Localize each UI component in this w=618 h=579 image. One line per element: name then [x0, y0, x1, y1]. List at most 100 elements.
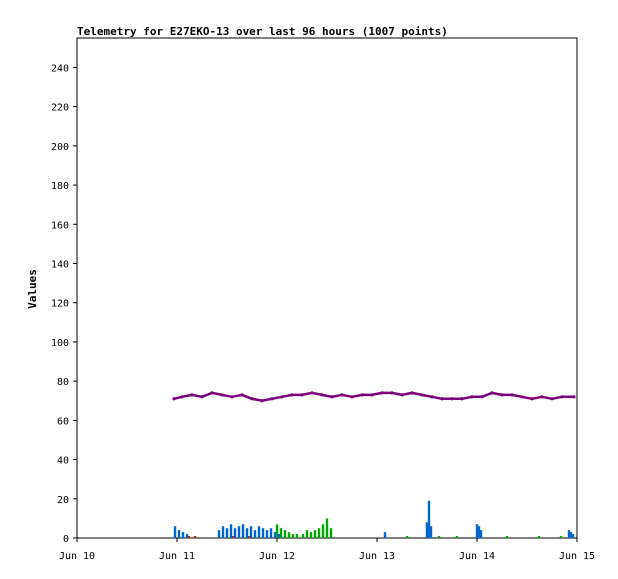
- data-point: [320, 393, 324, 397]
- y-tick-label: 0: [63, 534, 69, 545]
- data-spike: [249, 526, 253, 538]
- data-point: [300, 393, 304, 397]
- data-spike: [329, 528, 333, 538]
- y-tick-label: 120: [51, 299, 69, 310]
- data-spike: [321, 524, 325, 538]
- series-layer: [172, 391, 576, 538]
- data-spike: [479, 530, 483, 538]
- data-spike: [505, 536, 509, 538]
- data-spike: [537, 536, 541, 538]
- data-point: [572, 395, 576, 399]
- x-tick-label: Jun 14: [459, 551, 495, 562]
- x-tick-label: Jun 12: [259, 551, 295, 562]
- data-spike: [291, 534, 295, 538]
- y-tick-label: 160: [51, 220, 69, 231]
- data-spike: [429, 526, 433, 538]
- x-tick-label: Jun 15: [559, 551, 595, 562]
- y-tick-label: 200: [51, 142, 69, 153]
- data-point: [550, 397, 554, 401]
- data-spike: [221, 526, 225, 538]
- data-spike: [231, 536, 235, 538]
- data-spike: [301, 534, 305, 538]
- data-spike: [187, 536, 191, 538]
- data-spike: [181, 532, 185, 538]
- data-spike: [571, 534, 575, 538]
- plot-area: [76, 37, 578, 539]
- y-axis-label: Values: [26, 269, 39, 309]
- data-spike: [437, 536, 441, 538]
- data-point: [350, 395, 354, 399]
- x-tick-label: Jun 13: [359, 551, 395, 562]
- data-spike: [405, 536, 409, 538]
- data-spike: [313, 530, 317, 538]
- data-spike: [283, 530, 287, 538]
- data-spike: [229, 524, 233, 538]
- data-point: [240, 393, 244, 397]
- data-point: [470, 395, 474, 399]
- data-point: [420, 393, 424, 397]
- data-point: [220, 393, 224, 397]
- data-point: [280, 395, 284, 399]
- data-point: [490, 391, 494, 395]
- data-spike: [233, 528, 237, 538]
- data-point: [380, 391, 384, 395]
- y-axis: 0 20 40 60 80 100 120 140 160 180 200 220 240: [51, 63, 77, 545]
- data-spike: [173, 526, 177, 538]
- data-spike: [569, 532, 573, 538]
- data-point: [460, 397, 464, 401]
- data-spike: [273, 532, 277, 538]
- data-point: [210, 391, 214, 395]
- data-spike: [477, 526, 481, 538]
- data-spike: [177, 530, 181, 538]
- data-point: [390, 391, 394, 395]
- data-spike: [425, 522, 429, 538]
- data-point: [480, 395, 484, 399]
- x-tick-label: Jun 11: [159, 551, 195, 562]
- data-spike: [269, 528, 273, 538]
- series-0: [172, 391, 576, 403]
- y-tick-label: 60: [57, 416, 69, 427]
- data-point: [430, 395, 434, 399]
- data-point: [500, 393, 504, 397]
- x-axis: Jun 10 Jun 11 Jun 12 Jun 13 Jun 14 Jun 15: [59, 538, 595, 562]
- data-spike: [325, 518, 329, 538]
- data-spike: [261, 528, 265, 538]
- data-point: [340, 393, 344, 397]
- series-3: [187, 536, 251, 538]
- data-spike: [305, 530, 309, 538]
- data-spike: [245, 528, 249, 538]
- data-spike: [559, 536, 563, 538]
- x-tick-label: Jun 10: [59, 551, 95, 562]
- y-tick-label: 40: [57, 456, 69, 467]
- data-point: [510, 393, 514, 397]
- data-spike: [317, 528, 321, 538]
- data-spike: [185, 534, 189, 538]
- data-spike: [427, 500, 431, 538]
- series-1: [173, 500, 575, 538]
- data-spike: [247, 536, 251, 538]
- data-spike: [225, 528, 229, 538]
- y-tick-label: 20: [57, 495, 69, 506]
- data-spike: [257, 526, 261, 538]
- y-tick-label: 240: [51, 63, 69, 74]
- data-point: [560, 395, 564, 399]
- data-point: [180, 395, 184, 399]
- data-spike: [383, 532, 387, 538]
- series-line: [173, 391, 574, 402]
- data-spike: [277, 534, 281, 538]
- data-point: [540, 395, 544, 399]
- data-spike: [295, 534, 299, 538]
- data-spike: [279, 528, 283, 538]
- data-spike: [217, 530, 221, 538]
- y-tick-label: 80: [57, 377, 69, 388]
- data-point: [400, 393, 404, 397]
- data-point: [172, 397, 176, 401]
- data-spike: [237, 526, 241, 538]
- data-point: [520, 395, 524, 399]
- data-spike: [475, 524, 479, 538]
- series-2: [275, 518, 563, 538]
- data-point: [360, 393, 364, 397]
- data-point: [530, 397, 534, 401]
- data-point: [330, 395, 334, 399]
